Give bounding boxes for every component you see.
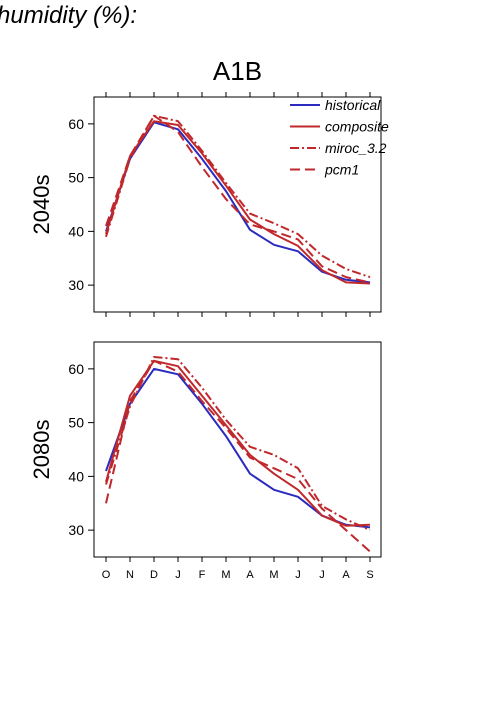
x-tick-label: O: [102, 569, 111, 581]
y-tick-label: 30: [68, 277, 84, 293]
y-tick-label: 40: [68, 223, 84, 239]
x-tick-label: A: [246, 569, 254, 581]
panel-label: 2040s: [29, 175, 54, 235]
series-line-miroc-3-2: [105, 356, 371, 532]
x-tick-label: F: [199, 569, 206, 581]
chart-title: A1B: [213, 56, 262, 86]
x-tick-label: S: [366, 569, 373, 581]
x-tick-label: J: [319, 569, 325, 581]
legend-label: historical: [325, 97, 381, 113]
panel-label: 2080s: [29, 420, 54, 480]
legend-label: composite: [325, 119, 389, 135]
panel-frame: [93, 96, 382, 313]
x-tick-label: D: [150, 569, 158, 581]
x-tick-label: J: [175, 569, 181, 581]
series-line-historical: [105, 367, 371, 529]
panel-frame: [93, 341, 382, 558]
series-line-composite: [105, 120, 371, 285]
y-tick-label: 50: [68, 170, 84, 186]
x-tick-label: J: [295, 569, 301, 581]
y-tick-label: 40: [68, 468, 84, 484]
x-tick-label: M: [221, 569, 230, 581]
page-heading: humidity (%):: [0, 2, 138, 29]
x-tick-label: N: [126, 569, 134, 581]
series-line-pcm1: [105, 114, 371, 284]
y-tick-label: 30: [68, 522, 84, 538]
y-tick-label: 60: [68, 361, 84, 377]
x-tick-label: M: [269, 569, 278, 581]
series-line-pcm1: [105, 359, 371, 553]
y-tick-label: 60: [68, 116, 84, 132]
x-tick-label: A: [342, 569, 350, 581]
legend-label: pcm1: [324, 162, 359, 178]
y-tick-label: 50: [68, 415, 84, 431]
legend-label: miroc_3.2: [325, 140, 387, 156]
